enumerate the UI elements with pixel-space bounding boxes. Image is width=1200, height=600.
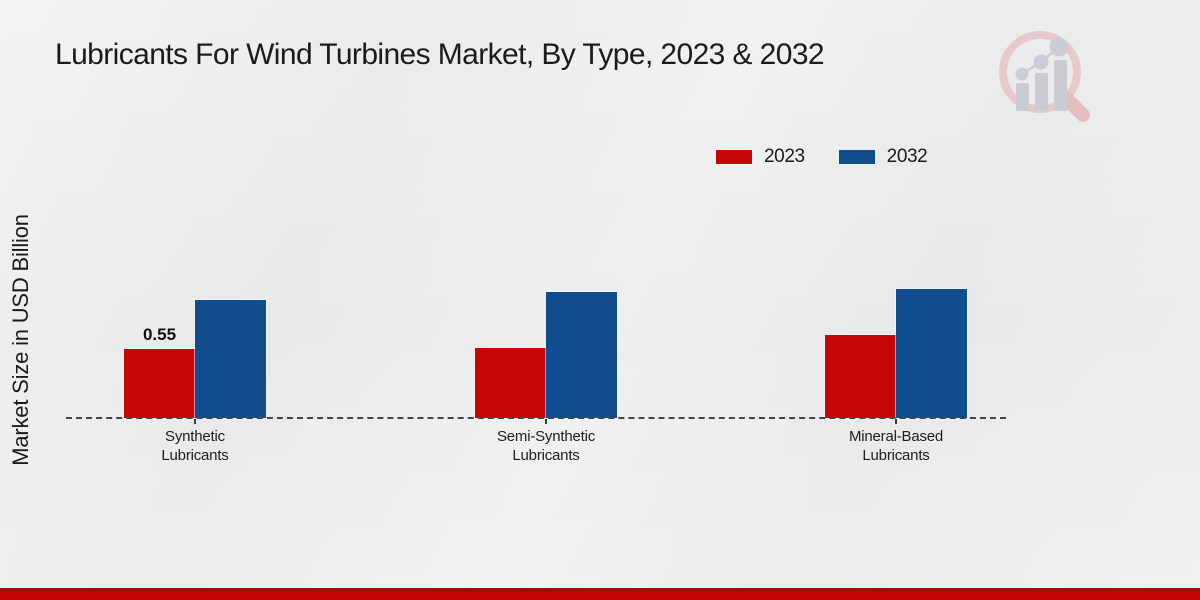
bar-2032-mineral-based-lubricants <box>896 289 967 418</box>
category-label-semi-synthetic: Semi-Synthetic Lubricants <box>496 428 596 464</box>
magnifier-bar-chart-icon <box>999 31 1090 122</box>
category-label-synthetic: Synthetic Lubricants <box>161 428 229 464</box>
bar-2023-synthetic-lubricants <box>124 349 195 418</box>
bar-value-label: 0.55 <box>142 325 177 344</box>
legend-item-2023: 2023 <box>716 146 805 168</box>
legend-swatch-2023 <box>716 150 752 164</box>
company-logo-watermark <box>988 24 1092 128</box>
legend-label-2032: 2032 <box>886 146 928 167</box>
bar-2032-synthetic-lubricants <box>195 300 266 418</box>
legend-swatch-2032 <box>838 150 875 164</box>
x-axis-tick <box>194 419 196 424</box>
legend: 2023 2032 <box>716 146 928 168</box>
x-axis-baseline <box>66 417 1006 419</box>
legend-item-2032: 2032 <box>838 146 928 168</box>
x-axis-tick <box>545 419 547 424</box>
bar-2023-mineral-based-lubricants <box>825 335 896 418</box>
y-axis-label: Market Size in USD Billion <box>8 214 33 466</box>
category-label-mineral-based: Mineral-Based Lubricants <box>848 428 944 464</box>
footer-accent-bar <box>0 588 1200 600</box>
bar-2032-semi-synthetic-lubricants <box>546 292 617 418</box>
legend-label-2023: 2023 <box>764 146 805 167</box>
bar-2023-semi-synthetic-lubricants <box>475 348 546 418</box>
x-axis-tick <box>895 419 897 424</box>
chart-title: Lubricants For Wind Turbines Market, By … <box>55 38 825 71</box>
